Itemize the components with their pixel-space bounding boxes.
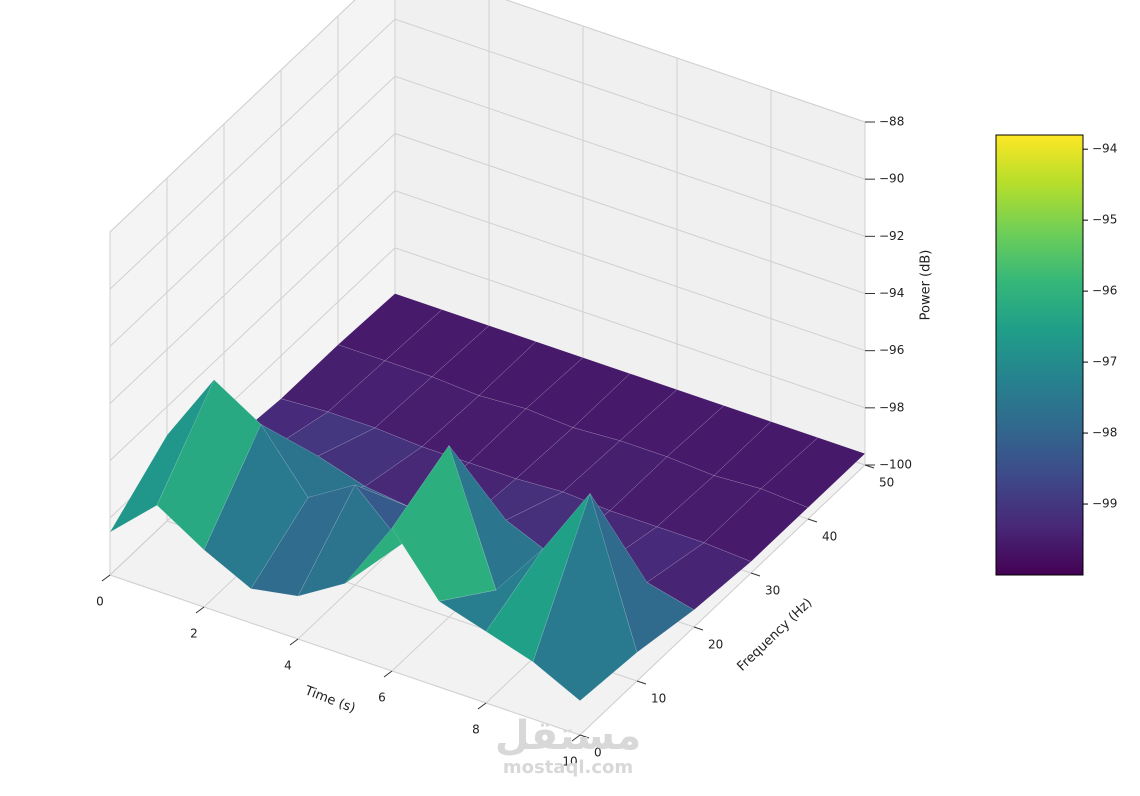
grid-line <box>109 75 396 347</box>
z-tick-label: −94 <box>879 286 904 300</box>
surface <box>109 293 866 702</box>
colorbar-tick-label: −98 <box>1092 426 1117 440</box>
grid-line <box>109 0 356 233</box>
colorbar-tick-label: −99 <box>1092 497 1117 511</box>
x-tick-label: 10 <box>562 755 577 769</box>
surface-patch <box>532 492 638 702</box>
y-tick-label: 30 <box>765 584 780 598</box>
x-tick-label: 4 <box>284 659 292 673</box>
x-tick <box>383 670 393 678</box>
colorbar-fill <box>995 134 1084 576</box>
x-tick <box>571 734 581 742</box>
grid-line <box>579 464 866 736</box>
colorbar-tick-label: −97 <box>1092 355 1117 369</box>
y-tick-label: 40 <box>822 530 837 544</box>
z-tick-label: −92 <box>879 229 904 243</box>
colorbar: −99 −98 −97 −96 −95 −94 <box>995 134 1117 576</box>
grid-line <box>109 133 396 404</box>
colorbar-tick-label: −94 <box>1092 142 1117 156</box>
grid-line <box>394 133 866 294</box>
y-tick <box>807 518 818 523</box>
x-tick-label: 0 <box>96 595 104 609</box>
y-tick <box>693 626 704 631</box>
z-tick-label: −90 <box>879 172 904 186</box>
y-tick <box>579 734 590 739</box>
z-tick-label: −96 <box>879 343 904 357</box>
y-axis-label: Frequency (Hz) <box>735 596 816 675</box>
y-tick <box>750 572 761 577</box>
grid-line <box>394 247 866 409</box>
x-tick-label: 6 <box>378 691 386 705</box>
axes: 0 2 4 6 8 10 0 10 20 30 40 50 −100 −98 −96 −94 −92 −90 −88 <box>96 115 912 769</box>
grid-line <box>394 190 866 352</box>
x-tick <box>101 574 111 582</box>
grid-line <box>394 18 866 180</box>
z-tick-label: −88 <box>879 115 904 129</box>
grid-line <box>109 574 581 736</box>
colorbar-tick-label: −95 <box>1092 213 1117 227</box>
x-axis-label: Time (s) <box>302 683 358 716</box>
surface-patch <box>703 488 809 562</box>
x-tick <box>195 606 205 614</box>
z-tick-label: −98 <box>879 400 904 414</box>
x-tick-label: 8 <box>472 723 480 737</box>
grid-line <box>394 75 866 237</box>
z-tick-label: −100 <box>879 458 912 472</box>
y-tick-label: 0 <box>594 746 602 760</box>
y-tick-label: 20 <box>708 638 723 652</box>
watermark-url: mostaql.com <box>503 757 633 778</box>
x-tick-label: 2 <box>190 627 198 641</box>
x-tick <box>477 702 487 710</box>
grid-line <box>109 18 396 290</box>
grid-line <box>109 190 396 462</box>
x-tick <box>289 638 299 646</box>
z-axis-label: Power (dB) <box>919 250 934 321</box>
y-tick-label: 50 <box>879 476 894 490</box>
watermark: مستقل <box>495 713 641 759</box>
grid-line <box>505 0 866 123</box>
y-tick-label: 10 <box>651 692 666 706</box>
y-tick <box>636 680 647 685</box>
colorbar-tick-label: −96 <box>1092 284 1117 298</box>
